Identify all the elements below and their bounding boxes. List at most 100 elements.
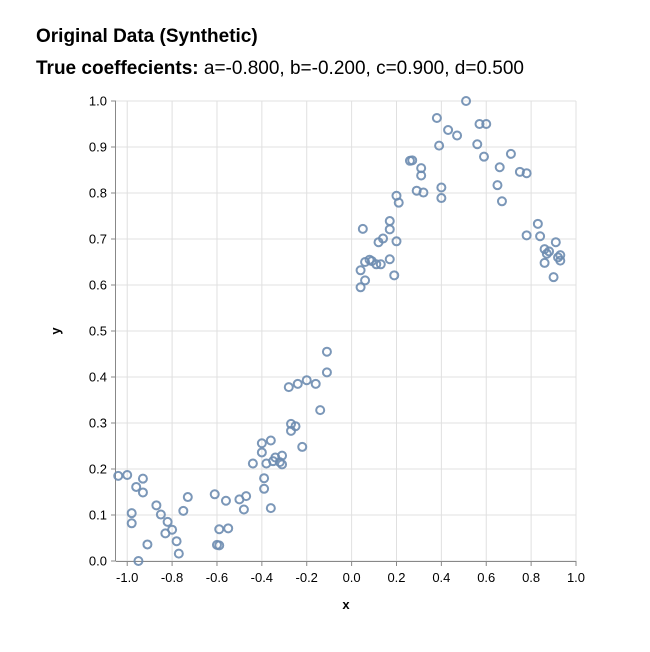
data-point [297,441,308,452]
data-point [182,492,193,503]
data-point [178,505,189,516]
chart-title: Original Data (Synthetic) [36,26,258,47]
data-point [321,346,332,357]
data-point [113,470,124,481]
x-tick-label: -0.2 [296,570,318,585]
y-axis-title: y [48,327,63,335]
data-point [155,509,166,520]
data-point [416,163,427,174]
data-point [151,500,162,511]
data-point [472,139,483,150]
data-point [535,231,546,242]
data-point [474,119,485,129]
data-point [355,265,366,276]
subtitle-label: True coeffecients: [36,58,199,79]
x-tick-label: 0.6 [477,570,495,585]
data-point [131,481,142,492]
y-tick-label: 1.0 [89,94,107,109]
data-point [375,259,386,270]
data-point [171,536,182,547]
data-point [521,230,532,241]
data-point [290,421,301,432]
data-point [283,382,294,393]
data-point [555,255,566,266]
data-point [137,473,148,484]
data-point [223,523,234,534]
data-point [384,224,395,235]
data-point [265,503,276,514]
x-tick-label: -1.0 [116,570,138,585]
data-point [360,275,371,286]
data-point [496,196,507,207]
data-point [357,223,368,234]
data-point [256,447,267,458]
y-tick-label: 0.8 [89,186,107,201]
data-point [431,113,442,124]
data-point [505,148,516,159]
data-point [209,489,220,500]
data-point [301,375,312,386]
y-tick-label: 0.4 [89,370,107,385]
data-point [479,151,489,162]
data-point [514,166,525,177]
data-point [436,193,447,204]
subtitle-values: a=-0.800, b=-0.200, c=0.900, d=0.500 [203,58,524,79]
x-tick-label: -0.8 [161,570,183,585]
y-tick-label: 0.9 [89,140,107,155]
data-point [393,197,404,208]
data-point [494,162,505,173]
data-point [241,491,252,502]
y-tick-label: 0.6 [89,278,107,293]
x-axis-title: x [342,597,350,612]
data-point [265,435,276,446]
data-point [434,140,445,151]
data-point [220,495,231,506]
grid-layer [116,100,577,562]
data-point [310,378,321,389]
data-point [521,168,532,179]
data-point [355,282,366,293]
data-point [481,119,492,129]
y-tick-label: 0.3 [89,416,107,431]
data-point [541,248,552,259]
data-point [443,124,454,135]
data-point [548,272,559,283]
data-point [238,504,249,515]
x-tick-label: 0.8 [522,570,540,585]
points-layer [113,96,566,566]
data-point [214,540,225,551]
data-point [532,218,543,229]
data-point [259,473,270,484]
x-tick-label: 0.2 [387,570,405,585]
data-point [122,469,133,480]
data-point [133,556,144,566]
axis-layer: -1.0 -0.8 -0.6 -0.4 -0.2 0.0 0.2 0.4 0.6 0.8 1.0 0.… [89,94,585,586]
data-point [378,233,389,244]
y-tick-label: 0.2 [89,462,107,477]
data-point [461,96,472,106]
data-point [315,405,326,416]
data-point [321,367,332,378]
data-point [550,237,561,248]
data-point [407,155,418,166]
data-point [162,516,173,527]
data-point [492,180,503,191]
data-point [544,246,555,257]
data-point [452,130,463,141]
data-point [142,539,153,550]
data-point [173,548,184,559]
data-point [418,187,429,198]
data-point [247,458,258,469]
data-point [384,254,395,265]
data-point [436,182,447,193]
y-tick-label: 0.1 [89,508,107,523]
x-tick-label: -0.4 [251,570,273,585]
x-tick-label: 0.0 [343,570,361,585]
data-point [167,524,178,535]
x-tick-label: 1.0 [567,570,585,585]
data-point [292,378,303,389]
data-point [259,483,270,494]
data-point [277,459,288,470]
data-point [555,250,566,261]
